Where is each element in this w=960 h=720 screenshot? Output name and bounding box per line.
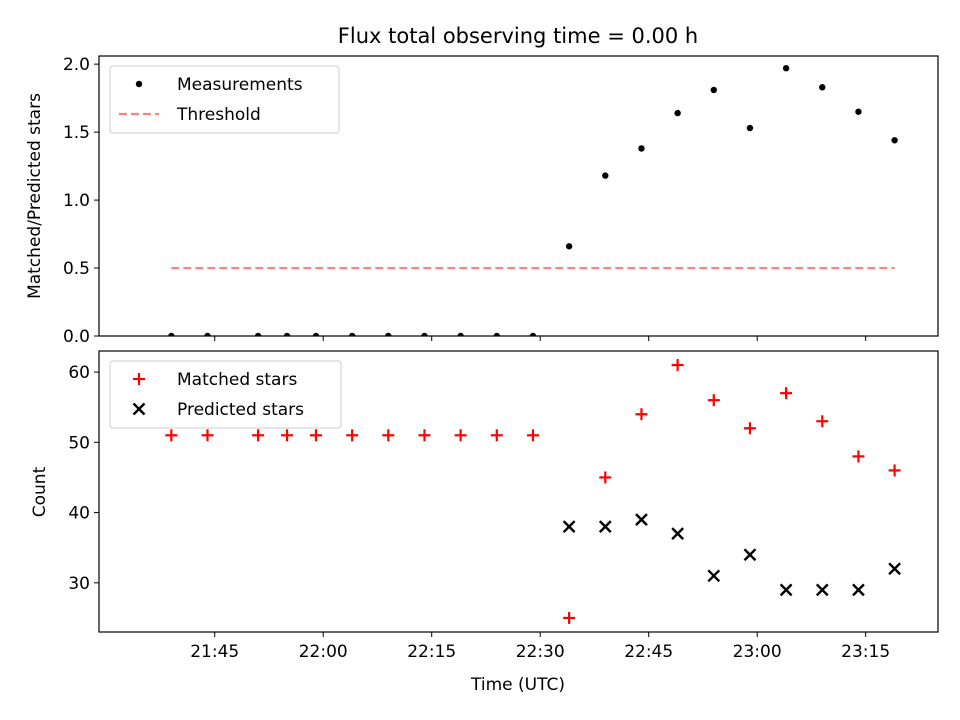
bottom-y-tick-label: 60 bbox=[68, 363, 90, 383]
top-panel: 0.0 0.5 1.0 1.5 2.0 Measurements Threshold bbox=[63, 55, 939, 347]
measurement-point bbox=[493, 332, 501, 336]
legend-label: Predicted stars bbox=[177, 400, 304, 420]
predicted-stars-point bbox=[852, 583, 865, 597]
top-y-tick-label: 1.0 bbox=[63, 191, 90, 211]
matched-stars-point bbox=[671, 359, 684, 372]
matched-stars-point bbox=[490, 429, 503, 442]
measurement-point bbox=[204, 332, 211, 336]
predicted-stars-point bbox=[635, 513, 648, 526]
x-tick-label: 22:45 bbox=[624, 642, 673, 662]
predicted-stars-point bbox=[562, 520, 576, 533]
measurement-point bbox=[529, 332, 537, 336]
legend-matched-stars-marker bbox=[133, 373, 145, 385]
matched-stars-point bbox=[816, 415, 829, 428]
x-tick-label: 21:45 bbox=[190, 642, 239, 662]
top-y-tick-label: 0.0 bbox=[63, 327, 90, 347]
predicted-stars-point bbox=[707, 569, 721, 583]
matched-stars-point bbox=[201, 429, 214, 442]
matched-stars-point bbox=[852, 450, 865, 463]
predicted-stars-point bbox=[671, 527, 684, 540]
measurement-point bbox=[782, 65, 790, 72]
measurement-point bbox=[855, 108, 862, 115]
matched-stars-point bbox=[281, 429, 294, 442]
measurement-point bbox=[283, 332, 291, 336]
matched-stars-point bbox=[309, 429, 322, 442]
top-y-tick-label: 0.5 bbox=[63, 259, 90, 279]
measurement-point bbox=[674, 109, 681, 117]
x-axis-label: Time (UTC) bbox=[470, 675, 565, 695]
top-legend bbox=[109, 65, 340, 134]
measurement-point bbox=[312, 332, 320, 336]
legend-label: Matched stars bbox=[177, 370, 297, 390]
matched-stars-point bbox=[599, 471, 612, 484]
x-tick-label: 22:15 bbox=[407, 642, 456, 662]
matched-stars-point bbox=[743, 422, 756, 435]
measurement-point bbox=[819, 84, 826, 91]
matched-stars-point bbox=[780, 387, 793, 400]
measurement-point bbox=[348, 332, 356, 336]
measurement-point bbox=[602, 172, 609, 179]
measurement-point bbox=[457, 332, 464, 336]
matched-stars-point bbox=[526, 429, 539, 442]
matched-stars-point bbox=[252, 429, 265, 442]
top-y-tick-label: 2.0 bbox=[63, 55, 90, 75]
bottom-legend bbox=[109, 360, 342, 429]
measurement-point bbox=[710, 86, 717, 94]
top-axes-frame bbox=[98, 55, 939, 337]
x-tick-label: 22:30 bbox=[516, 642, 565, 662]
predicted-stars-point bbox=[779, 583, 793, 597]
matched-stars-point bbox=[382, 429, 395, 442]
legend-label: Threshold bbox=[176, 105, 261, 125]
matched-stars-point bbox=[888, 464, 901, 477]
matched-stars-point bbox=[635, 408, 648, 421]
predicted-stars-point bbox=[888, 562, 901, 576]
x-tick-label: 23:00 bbox=[733, 642, 782, 662]
bottom-panel: 30 40 50 60 21:45 22:00 22:15 22:30 22:45 23:00 23… bbox=[68, 350, 939, 662]
legend-measurements-marker bbox=[135, 80, 143, 88]
x-tick-label: 23:15 bbox=[841, 642, 890, 662]
predicted-stars-point bbox=[598, 520, 612, 533]
legend-label: Measurements bbox=[177, 75, 303, 95]
bottom-y-tick-label: 40 bbox=[68, 504, 90, 524]
x-tick-label: 22:00 bbox=[299, 642, 348, 662]
bottom-axes-frame bbox=[98, 350, 939, 633]
matched-stars-point bbox=[346, 429, 359, 442]
top-y-tick-label: 1.5 bbox=[63, 123, 90, 143]
measurement-point bbox=[746, 124, 754, 132]
top-y-axis-label: Matched/Predicted stars bbox=[25, 93, 45, 299]
bottom-y-tick-label: 50 bbox=[68, 433, 90, 453]
matched-stars-point bbox=[454, 429, 467, 442]
matched-stars-point bbox=[165, 429, 178, 442]
bottom-y-axis-label: Count bbox=[30, 466, 50, 517]
measurement-point bbox=[891, 137, 898, 144]
top-chart-title: Flux total observing time = 0.00 h bbox=[338, 24, 698, 48]
measurement-point bbox=[385, 332, 392, 336]
measurement-point bbox=[421, 332, 428, 336]
measurement-point bbox=[638, 145, 645, 152]
measurement-point bbox=[168, 332, 175, 336]
matched-stars-point bbox=[418, 429, 431, 442]
matched-stars-point bbox=[707, 394, 720, 407]
bottom-y-tick-label: 30 bbox=[68, 574, 90, 594]
predicted-stars-point bbox=[743, 548, 757, 562]
matched-stars-point bbox=[563, 611, 576, 624]
predicted-stars-point bbox=[815, 583, 829, 597]
measurement-point bbox=[254, 332, 262, 336]
measurement-point bbox=[565, 243, 573, 250]
legend-predicted-stars-marker bbox=[132, 402, 146, 416]
